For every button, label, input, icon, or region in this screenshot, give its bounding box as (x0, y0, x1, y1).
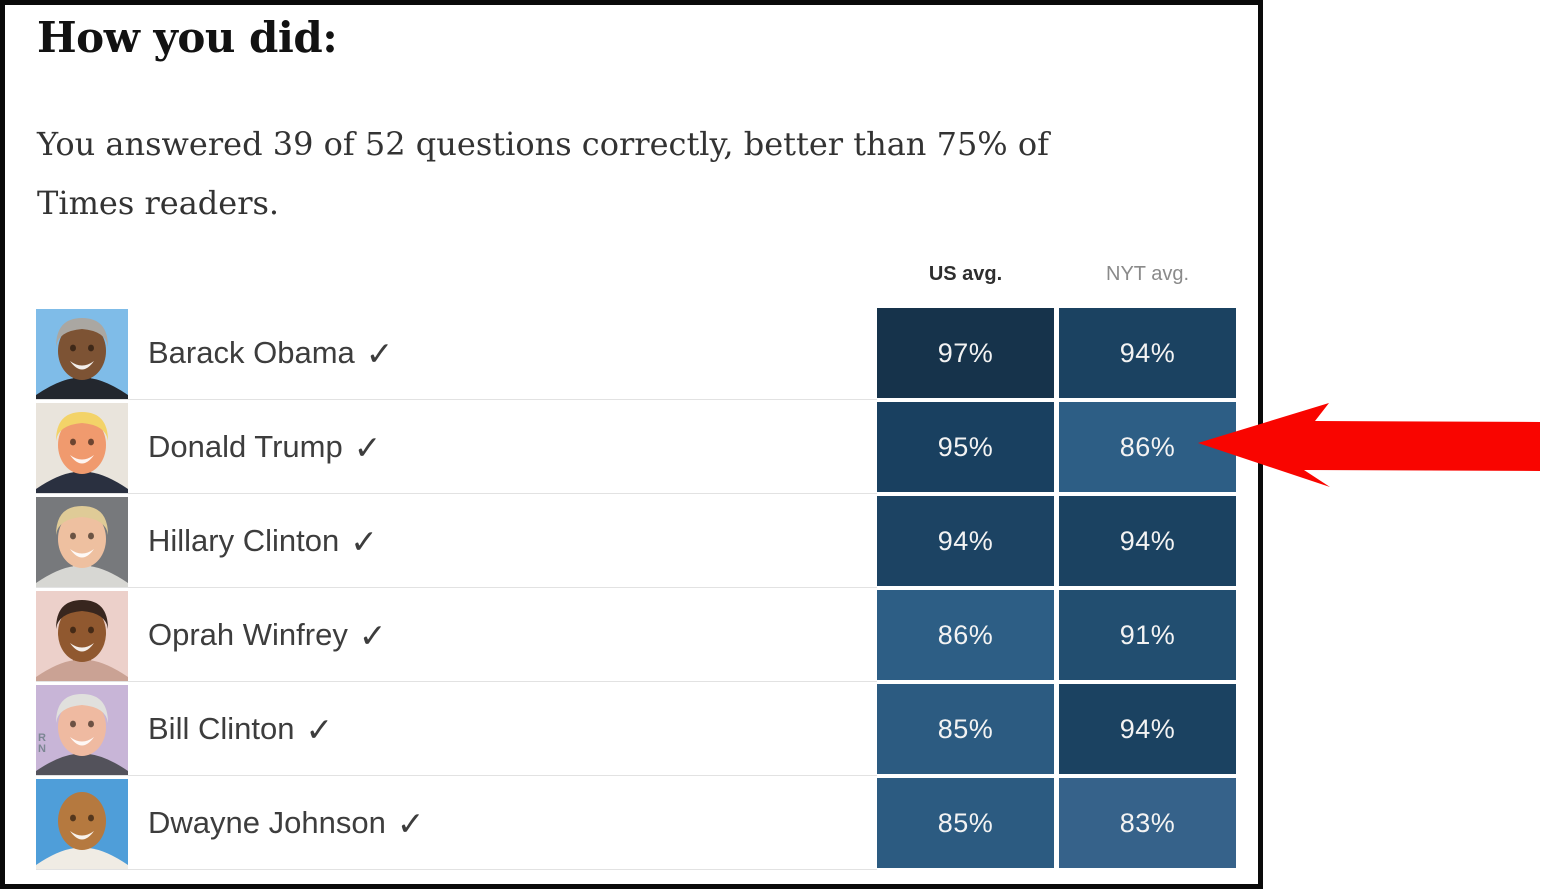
person-photo-illustration (36, 309, 128, 399)
person-photo-illustration (36, 591, 128, 681)
checkmark-icon: ✓ (305, 710, 334, 748)
table-row: Hillary Clinton ✓ 94% 94% (36, 494, 1236, 588)
results-table: Barack Obama ✓ 97% 94% Donald Trump ✓ 95… (36, 306, 1236, 870)
nyt-avg-cell[interactable]: 91% (1059, 590, 1236, 680)
person-name-row: Dwayne Johnson ✓ (148, 776, 424, 870)
checkmark-icon: ✓ (358, 616, 387, 654)
nyt-avg-cell[interactable]: 94% (1059, 496, 1236, 586)
us-avg-cell[interactable]: 94% (877, 496, 1054, 586)
us-avg-cell[interactable]: 97% (877, 308, 1054, 398)
photo-backdrop-letters: RN (38, 732, 46, 755)
person-name-row: Oprah Winfrey ✓ (148, 588, 387, 682)
column-header-nyt-avg: NYT avg. (1106, 263, 1189, 285)
person-photo (36, 403, 128, 493)
score-summary: You answered 39 of 52 questions correctl… (37, 115, 1049, 233)
table-row: Oprah Winfrey ✓ 86% 91% (36, 588, 1236, 682)
checkmark-icon: ✓ (353, 428, 382, 466)
person-photo (36, 497, 128, 587)
person-name: Hillary Clinton (148, 523, 340, 558)
red-arrow-shape (1198, 403, 1540, 487)
checkmark-icon: ✓ (396, 804, 425, 842)
table-row: RN Bill Clinton ✓ 85% 94% (36, 682, 1236, 776)
person-name: Donald Trump (148, 429, 343, 464)
person-name-row: Hillary Clinton ✓ (148, 494, 378, 588)
summary-line-2: Times readers. (37, 184, 280, 222)
us-avg-cell[interactable]: 85% (877, 778, 1054, 868)
nyt-avg-cell[interactable]: 83% (1059, 778, 1236, 868)
person-name-row: Bill Clinton ✓ (148, 682, 333, 776)
summary-line-1: You answered 39 of 52 questions correctl… (37, 125, 1049, 163)
person-photo-illustration (36, 685, 128, 775)
person-photo (36, 309, 128, 399)
content-frame: How you did: You answered 39 of 52 quest… (0, 0, 1263, 889)
person-photo: RN (36, 685, 128, 775)
us-avg-cell[interactable]: 95% (877, 402, 1054, 492)
person-photo-illustration (36, 497, 128, 587)
nyt-avg-cell[interactable]: 94% (1059, 308, 1236, 398)
person-name: Dwayne Johnson (148, 805, 386, 840)
table-row: Donald Trump ✓ 95% 86% (36, 400, 1236, 494)
nyt-avg-cell[interactable]: 94% (1059, 684, 1236, 774)
nyt-avg-cell[interactable]: 86% (1059, 402, 1236, 492)
page-title: How you did: (37, 13, 338, 62)
person-photo-illustration (36, 403, 128, 493)
checkmark-icon: ✓ (350, 522, 378, 560)
person-photo (36, 591, 128, 681)
red-arrow-annotation (1198, 403, 1540, 487)
checkmark-icon: ✓ (365, 334, 394, 372)
person-name-row: Barack Obama ✓ (148, 306, 393, 400)
person-photo-illustration (36, 779, 128, 869)
person-name: Barack Obama (148, 335, 355, 370)
table-row: Dwayne Johnson ✓ 85% 83% (36, 776, 1236, 870)
person-name: Oprah Winfrey (148, 617, 348, 652)
person-name: Bill Clinton (148, 711, 295, 746)
person-photo (36, 779, 128, 869)
column-header-us-avg: US avg. (928, 263, 1003, 285)
person-name-row: Donald Trump ✓ (148, 400, 381, 494)
us-avg-cell[interactable]: 85% (877, 684, 1054, 774)
us-avg-cell[interactable]: 86% (877, 590, 1054, 680)
table-row: Barack Obama ✓ 97% 94% (36, 306, 1236, 400)
